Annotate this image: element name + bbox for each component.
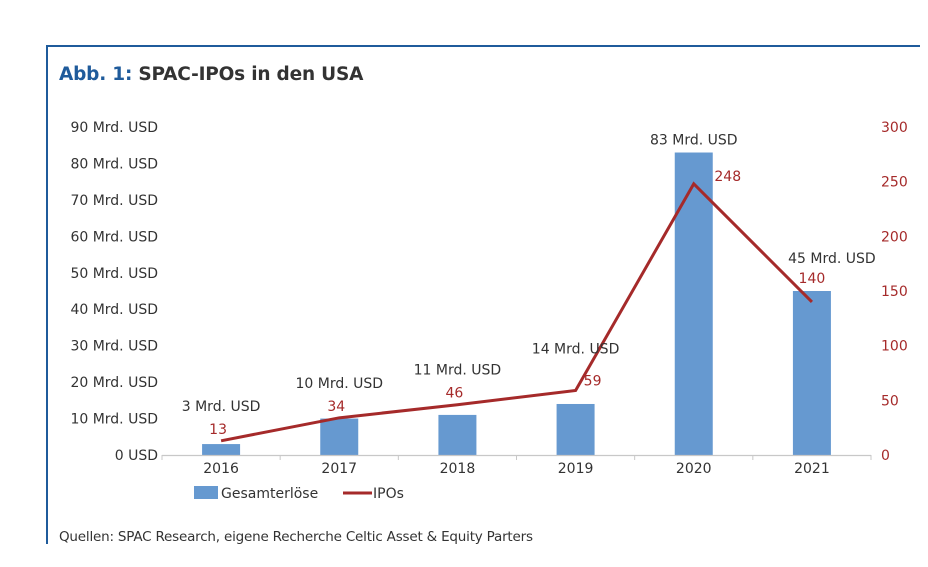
left-axis-tick-label: 40 Mrd. USD bbox=[70, 302, 158, 318]
source-note: Quellen: SPAC Research, eigene Recherche… bbox=[59, 529, 533, 545]
bar-data-labels: 3 Mrd. USD 10 Mrd. USD 11 Mrd. USD 14 Mrd. … bbox=[182, 133, 876, 415]
line-series bbox=[220, 181, 813, 443]
frame-top-border bbox=[46, 45, 920, 47]
right-axis-tick-label: 250 bbox=[881, 175, 908, 191]
figure-title-text: SPAC-IPOs in den USA bbox=[132, 64, 364, 85]
left-axis-tick-label: 30 Mrd. USD bbox=[70, 339, 158, 355]
bar-2021 bbox=[792, 291, 831, 455]
x-axis-tick-labels: 2016 2017 2018 2019 2020 2021 bbox=[203, 461, 829, 477]
chart-title: Abb. 1: SPAC-IPOs in den USA bbox=[59, 64, 363, 85]
left-axis-tick-label: 60 Mrd. USD bbox=[70, 229, 158, 245]
left-axis-ticks: 0 USD 10 Mrd. USD 20 Mrd. USD 30 Mrd. USD 40… bbox=[70, 120, 158, 464]
bar-data-label: 3 Mrd. USD bbox=[182, 399, 261, 415]
legend-bar-swatch bbox=[194, 486, 218, 499]
line-data-label: 13 bbox=[209, 422, 227, 438]
line-data-label: 140 bbox=[799, 271, 826, 287]
left-axis-tick-label: 80 Mrd. USD bbox=[70, 156, 158, 172]
right-axis-tick-label: 300 bbox=[881, 120, 908, 136]
right-axis-tick-label: 150 bbox=[881, 284, 908, 300]
bar-data-label: 45 Mrd. USD bbox=[788, 251, 876, 267]
bar-data-label: 14 Mrd. USD bbox=[532, 341, 620, 357]
right-axis-ticks: 0 50 100 150 200 250 300 bbox=[881, 120, 908, 464]
x-axis bbox=[161, 454, 872, 460]
left-axis-tick-label: 0 USD bbox=[115, 448, 158, 464]
ipos-line bbox=[220, 181, 813, 443]
x-axis-tick-label: 2020 bbox=[676, 461, 712, 477]
figure-number: Abb. 1: bbox=[59, 64, 133, 85]
legend-label-ipos: IPOs bbox=[373, 486, 404, 502]
right-axis-tick-label: 0 bbox=[881, 448, 890, 464]
bar-data-label: 11 Mrd. USD bbox=[414, 363, 502, 379]
bar-2016 bbox=[202, 444, 241, 455]
bar-2018 bbox=[438, 414, 477, 455]
bar-data-label: 83 Mrd. USD bbox=[650, 133, 738, 149]
line-data-label: 46 bbox=[446, 386, 464, 402]
bar-series bbox=[202, 152, 831, 455]
line-data-label: 34 bbox=[327, 399, 345, 415]
x-axis-tick-label: 2016 bbox=[203, 461, 239, 477]
left-axis-tick-label: 70 Mrd. USD bbox=[70, 193, 158, 209]
line-data-labels: 13 34 46 59 248 140 bbox=[209, 169, 825, 438]
bar-2020 bbox=[674, 152, 713, 455]
right-axis-tick-label: 50 bbox=[881, 393, 899, 409]
left-axis-tick-label: 20 Mrd. USD bbox=[70, 375, 158, 391]
left-axis-tick-label: 10 Mrd. USD bbox=[70, 412, 158, 428]
bar-2017 bbox=[320, 418, 359, 455]
x-axis-tick-label: 2021 bbox=[794, 461, 830, 477]
line-data-label: 59 bbox=[584, 373, 602, 389]
bar-2019 bbox=[556, 403, 595, 455]
x-axis-tick-label: 2017 bbox=[321, 461, 357, 477]
frame-left-border bbox=[46, 45, 48, 544]
left-axis-tick-label: 50 Mrd. USD bbox=[70, 266, 158, 282]
bar-data-label: 10 Mrd. USD bbox=[295, 376, 383, 392]
left-axis-tick-label: 90 Mrd. USD bbox=[70, 120, 158, 136]
line-data-label: 248 bbox=[714, 169, 741, 185]
right-axis-tick-label: 200 bbox=[881, 229, 908, 245]
legend: Gesamterlöse IPOs bbox=[194, 486, 404, 502]
legend-label-gesamterloese: Gesamterlöse bbox=[221, 486, 318, 502]
x-axis-tick-label: 2018 bbox=[440, 461, 476, 477]
x-axis-tick-label: 2019 bbox=[558, 461, 594, 477]
right-axis-tick-label: 100 bbox=[881, 339, 908, 355]
